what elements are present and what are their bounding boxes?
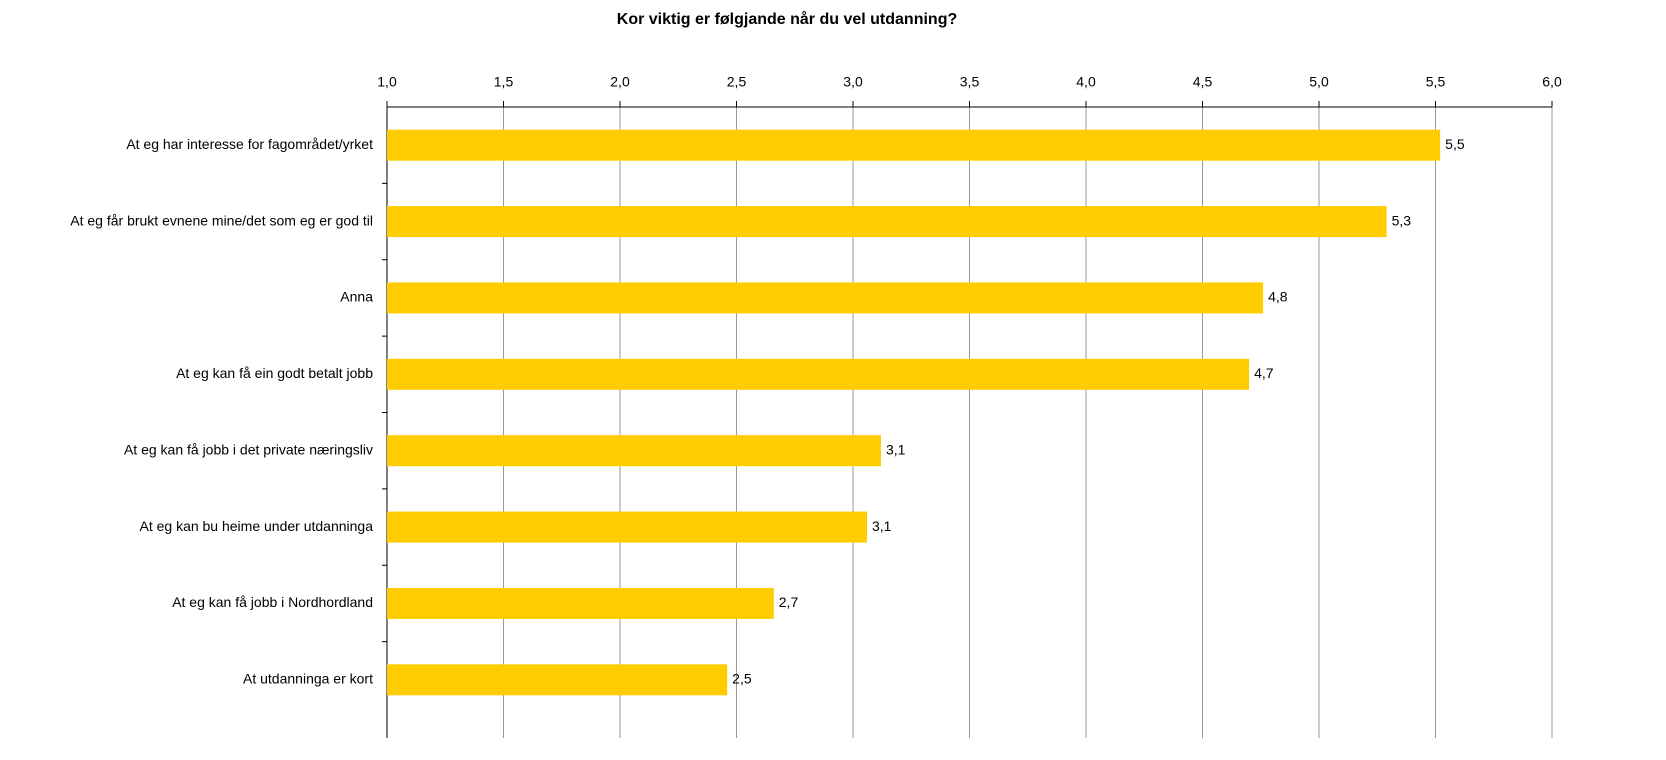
bar [387, 435, 881, 467]
x-tick-label: 2,0 [610, 74, 630, 90]
x-tick-label: 4,5 [1193, 74, 1213, 90]
data-label: 4,8 [1268, 289, 1288, 305]
x-tick-label: 3,5 [960, 74, 980, 90]
data-label: 4,7 [1254, 365, 1274, 381]
x-tick-label: 5,5 [1426, 74, 1446, 90]
y-tick-label: At eg kan få ein godt betalt jobb [176, 365, 373, 381]
bar [387, 358, 1250, 390]
bar [387, 511, 867, 543]
chart-title: Kor viktig er følgjande når du vel utdan… [617, 10, 957, 28]
bar [387, 129, 1441, 161]
x-tick-label: 1,5 [494, 74, 514, 90]
y-tick-label: At eg har interesse for fagområdet/yrket [126, 136, 373, 152]
data-label: 2,7 [779, 594, 799, 610]
y-tick-label: At eg kan få jobb i det private næringsl… [124, 441, 373, 457]
x-tick-label: 3,0 [843, 74, 863, 90]
bar [387, 282, 1264, 314]
bar [387, 664, 728, 696]
data-label: 2,5 [732, 671, 752, 687]
x-tick-label: 2,5 [727, 74, 747, 90]
bar [387, 587, 774, 619]
data-label: 5,5 [1445, 136, 1465, 152]
x-tick-label: 1,0 [377, 74, 397, 90]
y-tick-label: At utdanninga er kort [243, 671, 373, 687]
x-tick-label: 4,0 [1076, 74, 1096, 90]
y-tick-label: At eg kan bu heime under utdanninga [139, 518, 373, 534]
x-tick-label: 6,0 [1542, 74, 1562, 90]
x-tick-label: 5,0 [1309, 74, 1329, 90]
data-label: 3,1 [886, 441, 906, 457]
y-tick-label: At eg kan få jobb i Nordhordland [172, 594, 373, 610]
data-label: 3,1 [872, 518, 892, 534]
y-tick-label: Anna [340, 289, 373, 305]
bar [387, 206, 1387, 238]
y-tick-label: At eg får brukt evnene mine/det som eg e… [70, 212, 373, 228]
data-label: 5,3 [1392, 212, 1412, 228]
